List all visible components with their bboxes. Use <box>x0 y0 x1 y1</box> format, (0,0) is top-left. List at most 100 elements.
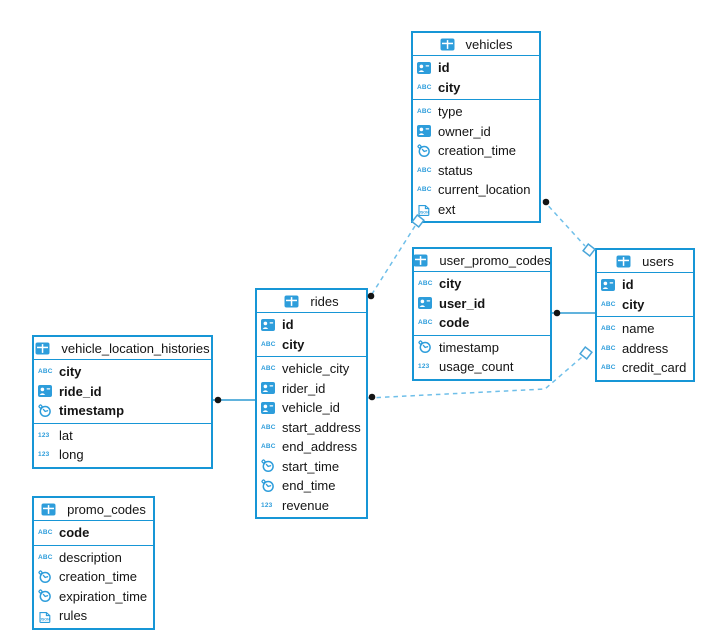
table-user_promo_codes[interactable]: user_promo_codes ABC city user_id ABC code tim… <box>412 247 552 381</box>
table-users[interactable]: users id ABC city ABC name ABC address ABC credit… <box>595 248 695 382</box>
id-badge-icon <box>417 125 435 138</box>
field-row-vehicle_city[interactable]: ABC vehicle_city <box>257 359 366 379</box>
primary-key-section: id ABC city <box>597 273 693 316</box>
endpoint-diamond-marker <box>579 346 593 360</box>
clock-icon <box>261 459 279 473</box>
table-title: rides <box>310 293 339 309</box>
field-row-city[interactable]: ABC city <box>257 335 366 355</box>
clock-icon <box>38 589 56 603</box>
table-header-vehicles[interactable]: vehicles <box>413 33 539 56</box>
field-label: end_time <box>282 478 336 494</box>
field-row-lat[interactable]: 123 lat <box>34 426 211 446</box>
field-row-revenue[interactable]: 123 revenue <box>257 496 366 516</box>
json-icon: JSON <box>417 202 435 217</box>
field-row-code[interactable]: ABC code <box>34 523 153 543</box>
table-rides[interactable]: rides id ABC city ABC vehicle_city rider_id veh… <box>255 288 368 519</box>
field-row-status[interactable]: ABC status <box>413 161 539 181</box>
field-row-user_id[interactable]: user_id <box>414 294 550 314</box>
table-title: vehicle_location_histories <box>61 340 210 356</box>
field-row-city[interactable]: ABC city <box>597 295 693 315</box>
columns-section: ABC type owner_id creation_time ABC status ABC… <box>413 99 539 221</box>
table-vehicles[interactable]: vehicles id ABC city ABC type owner_id creation… <box>411 31 541 223</box>
clock-icon <box>418 340 436 354</box>
field-row-creation_time[interactable]: creation_time <box>34 567 153 587</box>
columns-section: ABC vehicle_city rider_id vehicle_id ABC star… <box>257 356 366 517</box>
json-icon-label: JSON <box>40 617 50 621</box>
field-row-id[interactable]: id <box>257 315 366 335</box>
table-grid-icon <box>440 38 458 51</box>
field-row-long[interactable]: 123 long <box>34 445 211 465</box>
id-badge-icon <box>601 278 619 291</box>
field-row-start_time[interactable]: start_time <box>257 457 366 477</box>
field-row-ext[interactable]: JSON ext <box>413 200 539 220</box>
field-row-city[interactable]: ABC city <box>34 362 211 382</box>
field-row-description[interactable]: ABC description <box>34 548 153 568</box>
clock-icon <box>417 144 435 158</box>
field-row-address[interactable]: ABC address <box>597 339 693 359</box>
field-row-end_time[interactable]: end_time <box>257 476 366 496</box>
table-promo_codes[interactable]: promo_codes ABC code ABC description creation… <box>32 496 155 630</box>
table-grid-icon <box>413 254 431 267</box>
field-label: type <box>438 104 463 120</box>
field-label: long <box>59 447 84 463</box>
field-label: user_id <box>439 295 486 311</box>
columns-section: ABC description creation_time expiration_ti… <box>34 544 153 628</box>
primary-key-section: ABC code <box>34 521 153 545</box>
table-header-users[interactable]: users <box>597 250 693 273</box>
abc-text-icon: ABC <box>261 423 276 431</box>
abc-text-icon: ABC <box>417 83 432 91</box>
field-row-owner_id[interactable]: owner_id <box>413 122 539 142</box>
field-row-ride_id[interactable]: ride_id <box>34 382 211 402</box>
table-header-vehicle_location_histories[interactable]: vehicle_location_histories <box>34 337 211 360</box>
field-row-usage_count[interactable]: 123 usage_count <box>414 357 550 377</box>
field-row-city[interactable]: ABC city <box>414 274 550 294</box>
abc-text-icon: ABC <box>38 529 53 537</box>
field-label: code <box>439 315 470 331</box>
abc-text-icon: ABC <box>601 344 616 352</box>
field-row-timestamp[interactable]: timestamp <box>34 401 211 421</box>
field-label: ride_id <box>59 383 102 399</box>
columns-section: timestamp 123 usage_count <box>414 334 550 379</box>
field-label: code <box>59 525 90 541</box>
field-row-timestamp[interactable]: timestamp <box>414 338 550 358</box>
field-row-vehicle_id[interactable]: vehicle_id <box>257 398 366 418</box>
connection-vehicle_location_histories-rides[interactable] <box>213 396 255 404</box>
table-vehicle_location_histories[interactable]: vehicle_location_histories ABC city ride_id… <box>32 335 213 469</box>
field-row-expiration_time[interactable]: expiration_time <box>34 587 153 607</box>
endpoint-dot-marker <box>368 393 376 401</box>
field-row-creation_time[interactable]: creation_time <box>413 141 539 161</box>
abc-text-icon: ABC <box>38 368 53 376</box>
field-label: creation_time <box>59 569 138 585</box>
123-number-icon: 123 <box>38 451 50 459</box>
endpoint-diamond-marker <box>582 243 596 257</box>
field-row-name[interactable]: ABC name <box>597 319 693 339</box>
field-label: rules <box>59 608 88 624</box>
field-row-rules[interactable]: JSON rules <box>34 606 153 626</box>
field-label: start_time <box>282 458 340 474</box>
primary-key-section: id ABC city <box>413 56 539 99</box>
table-header-rides[interactable]: rides <box>257 290 366 313</box>
field-row-code[interactable]: ABC code <box>414 313 550 333</box>
field-label: id <box>438 60 450 76</box>
table-header-promo_codes[interactable]: promo_codes <box>34 498 153 521</box>
field-row-start_address[interactable]: ABC start_address <box>257 418 366 438</box>
field-row-type[interactable]: ABC type <box>413 102 539 122</box>
field-row-city[interactable]: ABC city <box>413 78 539 98</box>
field-label: description <box>59 549 122 565</box>
connection-user_promo_codes-users[interactable] <box>552 309 595 317</box>
endpoint-dot-marker <box>553 309 561 317</box>
123-number-icon: 123 <box>418 363 430 371</box>
field-row-credit_card[interactable]: ABC credit_card <box>597 358 693 378</box>
table-grid-icon <box>284 295 302 308</box>
field-label: city <box>439 276 462 292</box>
table-header-user_promo_codes[interactable]: user_promo_codes <box>413 249 551 272</box>
abc-text-icon: ABC <box>418 319 433 327</box>
primary-key-section: id ABC city <box>257 313 366 356</box>
field-row-id[interactable]: id <box>413 58 539 78</box>
field-row-rider_id[interactable]: rider_id <box>257 379 366 399</box>
field-row-end_address[interactable]: ABC end_address <box>257 437 366 457</box>
field-row-current_location[interactable]: ABC current_location <box>413 180 539 200</box>
field-row-id[interactable]: id <box>597 275 693 295</box>
clock-icon <box>261 479 279 493</box>
